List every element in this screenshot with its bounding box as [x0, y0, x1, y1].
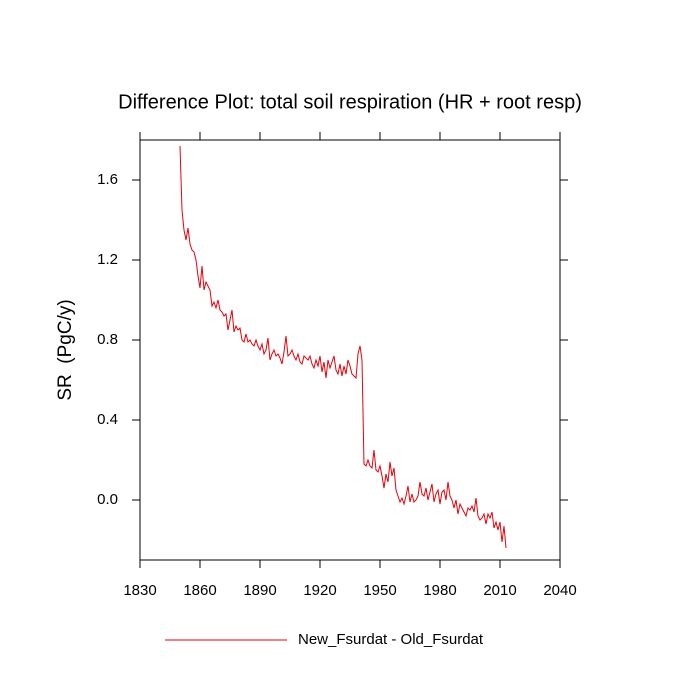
plot-frame	[139, 139, 561, 561]
x-tick-label: 2010	[483, 582, 516, 599]
x-tick-label: 2040	[543, 582, 576, 599]
y-tick-label: 0.4	[97, 411, 118, 428]
y-tick-label: 0.0	[97, 491, 118, 508]
x-tick-label: 1890	[243, 582, 276, 599]
x-tick-label: 1980	[423, 582, 456, 599]
y-tick-label: 1.2	[97, 251, 118, 268]
x-tick-label: 1830	[123, 582, 156, 599]
y-axis-label: SR (PgC/y)	[55, 299, 76, 400]
chart-title: Difference Plot: total soil respiration …	[118, 91, 582, 113]
x-tick-label: 1920	[303, 582, 336, 599]
x-tick-label: 1950	[363, 582, 396, 599]
y-tick-label: 0.8	[97, 331, 118, 348]
y-tick-label: 1.6	[97, 171, 118, 188]
data-line	[179, 145, 507, 549]
x-tick-label: 1860	[183, 582, 216, 599]
legend-label: New_Fsurdat - Old_Fsurdat	[298, 631, 484, 648]
